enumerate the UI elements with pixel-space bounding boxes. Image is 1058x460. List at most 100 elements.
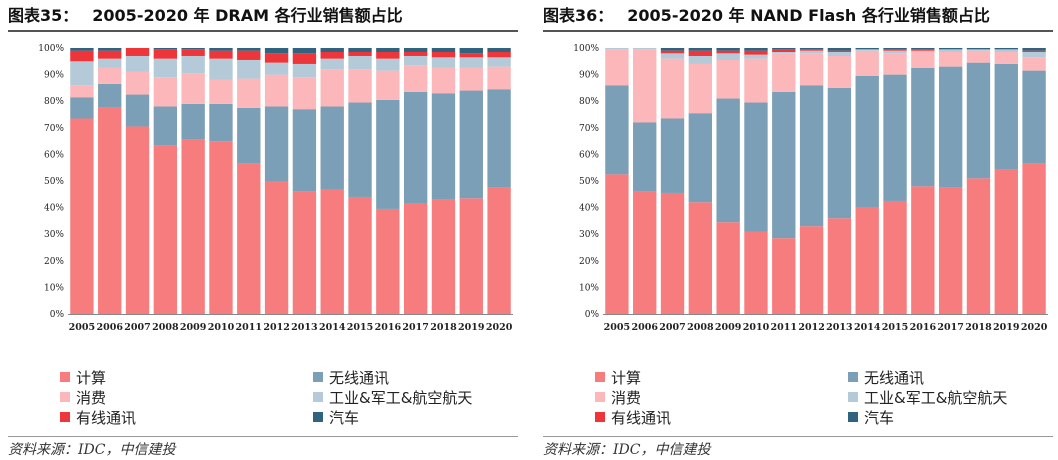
bar-segment-wireless-2015 [348, 102, 372, 197]
bar-segment-computing-2011 [772, 238, 796, 314]
bar-segment-consumer-2011 [772, 53, 796, 92]
bar-segment-wireless-2009 [716, 98, 740, 223]
x-tick-label: 2012 [798, 322, 824, 333]
bar-segment-computing-2019 [459, 198, 483, 314]
bar-segment-industrial-2019 [459, 57, 483, 68]
bar-segment-consumer-2010 [209, 79, 233, 104]
bar-segment-wireless-2020 [1022, 70, 1046, 164]
x-tick-label: 2009 [180, 322, 207, 333]
bar-segment-wired-2013 [827, 50, 852, 52]
y-tick-label: 100% [38, 44, 64, 54]
bar-segment-industrial-2014 [320, 58, 344, 70]
bar-segment-wired-2008 [153, 49, 178, 59]
x-tick-label: 2008 [152, 322, 179, 333]
y-tick-label: 80% [579, 97, 599, 107]
bar-segment-wired-2007 [660, 50, 685, 54]
figure-number: 图表36： [543, 6, 614, 25]
bar-segment-wireless-2014 [320, 106, 344, 189]
bar-segment-wireless-2006 [633, 122, 657, 192]
x-tick-label: 2019 [458, 322, 485, 333]
bar-segment-industrial-2016 [376, 58, 400, 71]
bar-segment-wired-2015 [883, 49, 907, 51]
x-tick-label: 2005 [604, 322, 630, 333]
bar-segment-consumer-2008 [688, 63, 713, 114]
y-tick-label: 0% [50, 310, 65, 320]
bar-segment-consumer-2012 [799, 53, 824, 86]
bar-segment-wired-2007 [125, 48, 150, 56]
bar-segment-computing-2010 [209, 141, 233, 314]
bar-segment-computing-2008 [688, 202, 713, 314]
bar-segment-consumer-2016 [911, 51, 935, 68]
bar-segment-wireless-2020 [487, 89, 511, 188]
bar-segment-automotive-2017 [403, 48, 428, 52]
y-tick-label: 60% [579, 150, 599, 160]
x-tick-label: 2007 [659, 322, 685, 333]
bar-segment-wireless-2017 [403, 91, 428, 204]
dram-chart-panel: 图表35： 2005-2020 年 DRAM 各行业销售额占比 0% 10% 20% 3… [8, 0, 523, 460]
bar-segment-wired-2011 [772, 49, 796, 52]
legend-swatch [313, 372, 323, 382]
chart-legend: 计算 无线通讯 消费 工业&军工&航空航天 有线通讯 汽车 [28, 366, 508, 432]
bar-segment-wired-2008 [688, 50, 713, 56]
bar-segment-computing-2006 [98, 107, 122, 314]
bar-segment-computing-2015 [348, 196, 372, 314]
bar-segment-wired-2018 [431, 51, 456, 58]
legend-item-wireless: 无线通讯 [848, 367, 924, 387]
bar-segment-automotive-2015 [348, 48, 372, 52]
bar-segment-computing-2005 [70, 118, 94, 315]
bar-segment-automotive-2016 [911, 48, 935, 50]
bar-segment-industrial-2011 [772, 51, 796, 54]
legend-item-wireless: 无线通讯 [313, 367, 389, 387]
y-tick-label: 30% [579, 230, 599, 240]
legend-swatch [60, 372, 70, 382]
bar-segment-wireless-2005 [605, 85, 629, 175]
bar-segment-automotive-2019 [994, 48, 1018, 50]
bar-segment-automotive-2017 [938, 48, 963, 50]
bar-segment-wired-2009 [716, 50, 740, 54]
bar-segment-consumer-2009 [181, 73, 205, 104]
bar-segment-automotive-2008 [153, 48, 178, 50]
y-tick-label: 50% [579, 177, 599, 187]
bar-segment-industrial-2018 [431, 57, 456, 68]
bar-segment-industrial-2010 [744, 54, 768, 59]
x-tick-label: 2017 [402, 322, 428, 333]
bar-segment-automotive-2010 [209, 48, 233, 51]
bar-segment-consumer-2020 [487, 66, 511, 90]
x-tick-label: 2007 [124, 322, 150, 333]
bar-segment-industrial-2005 [605, 48, 629, 50]
bar-segment-wired-2005 [70, 50, 94, 62]
bar-segment-computing-2020 [487, 187, 511, 314]
x-tick-label: 2014 [319, 322, 346, 333]
title-rule [543, 30, 1053, 32]
bar-segment-computing-2017 [938, 187, 963, 314]
bar-segment-automotive-2012 [264, 48, 289, 54]
legend-swatch [313, 392, 323, 402]
bar-segment-consumer-2006 [98, 67, 122, 84]
x-tick-label: 2012 [263, 322, 289, 333]
x-tick-label: 2018 [430, 322, 457, 333]
bar-segment-industrial-2012 [799, 50, 824, 54]
bar-segment-automotive-2012 [799, 48, 824, 50]
bar-segment-computing-2016 [376, 208, 400, 314]
bar-segment-wired-2016 [911, 49, 935, 51]
bar-segment-automotive-2018 [966, 48, 991, 50]
bar-segment-computing-2012 [264, 181, 289, 314]
bar-segment-computing-2015 [883, 200, 907, 314]
bar-segment-industrial-2010 [209, 58, 233, 80]
bar-segment-computing-2019 [994, 169, 1018, 314]
bar-segment-automotive-2005 [70, 48, 94, 51]
legend-swatch [60, 392, 70, 402]
bar-segment-wired-2014 [320, 51, 344, 59]
chart-title-text: 2005-2020 年 NAND Flash 各行业销售额占比 [627, 6, 990, 25]
bar-segment-automotive-2010 [744, 48, 768, 51]
bar-segment-industrial-2020 [487, 57, 511, 67]
legend-item-consumer: 消费 [60, 387, 106, 407]
bar-segment-computing-2016 [911, 186, 935, 314]
bar-segment-computing-2011 [237, 163, 261, 314]
dram-stacked-bar-chart: 0%10%20%30%40%50%60%70%80%90%100%2005 200… [38, 44, 513, 333]
bar-segment-automotive-2019 [459, 48, 483, 54]
bar-segment-wireless-2019 [994, 63, 1018, 170]
bar-segment-consumer-2016 [376, 70, 400, 100]
bar-segment-consumer-2017 [938, 51, 963, 67]
bar-segment-wireless-2013 [292, 109, 317, 192]
